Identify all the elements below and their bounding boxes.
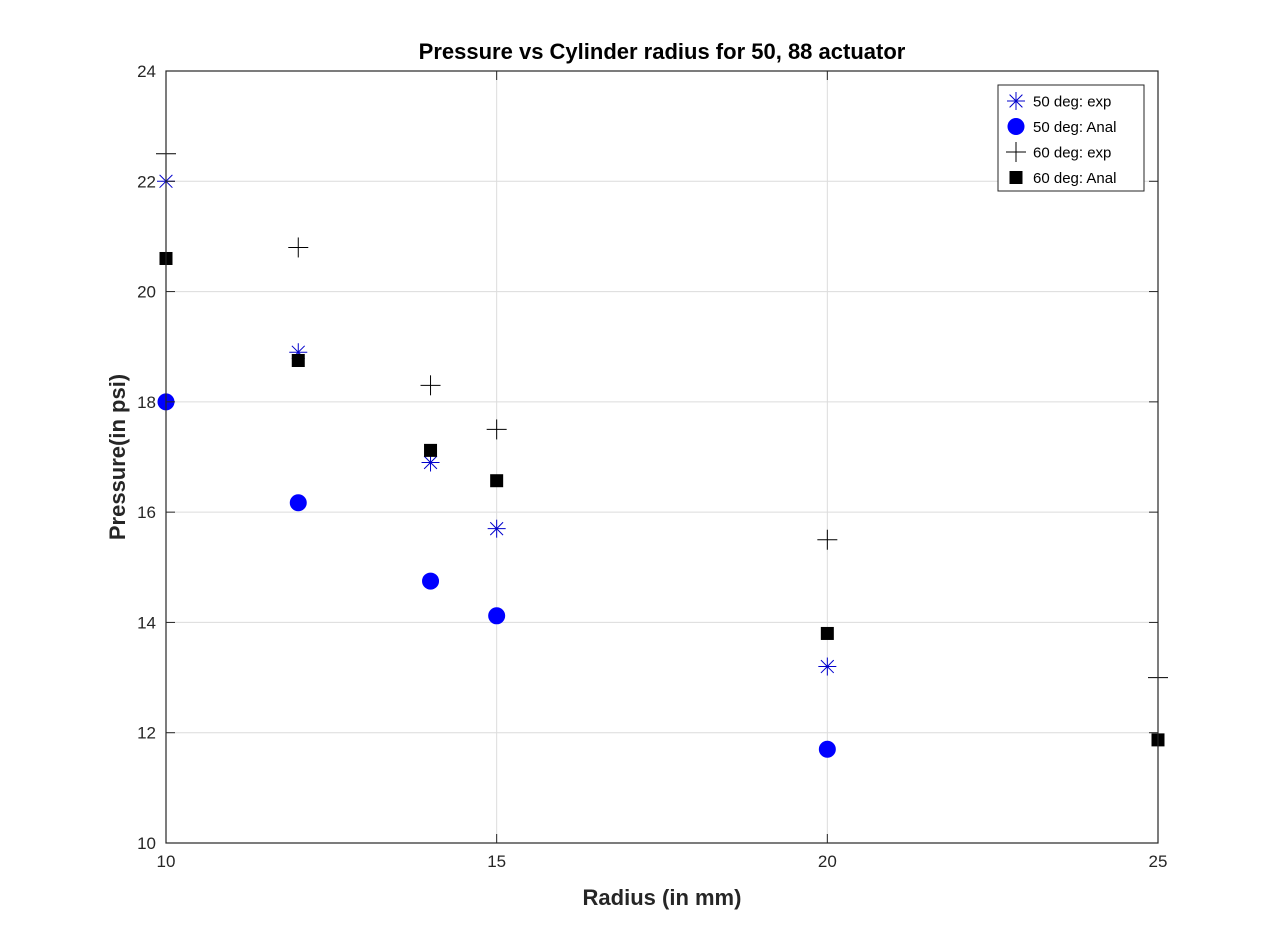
legend-marker-4 bbox=[1010, 171, 1023, 184]
point-series-1 bbox=[488, 520, 506, 538]
legend: 50 deg: exp 50 deg: Anal 60 deg: exp 60 deg… bbox=[998, 85, 1144, 191]
legend-label-2: 50 deg: Anal bbox=[1033, 119, 1116, 136]
x-axis-label: Radius (in mm) bbox=[583, 885, 742, 910]
point-series-4 bbox=[292, 354, 305, 367]
point-series-1 bbox=[818, 658, 836, 676]
point-series-4 bbox=[821, 627, 834, 640]
point-series-2 bbox=[423, 573, 439, 589]
x-tick-label: 15 bbox=[487, 852, 506, 871]
y-tick-label: 12 bbox=[137, 724, 156, 743]
legend-label-3: 60 deg: exp bbox=[1033, 145, 1111, 162]
chart-title: Pressure vs Cylinder radius for 50, 88 a… bbox=[419, 39, 906, 64]
x-tick-label: 25 bbox=[1149, 852, 1168, 871]
point-series-2 bbox=[489, 608, 505, 624]
y-tick-label: 16 bbox=[137, 503, 156, 522]
legend-marker-1 bbox=[1007, 92, 1025, 110]
legend-label-4: 60 deg: Anal bbox=[1033, 170, 1116, 187]
y-tick-label: 24 bbox=[137, 62, 156, 81]
x-tick-label: 10 bbox=[157, 852, 176, 871]
point-series-2 bbox=[819, 741, 835, 757]
y-tick-label: 10 bbox=[137, 834, 156, 853]
y-tick-label: 14 bbox=[137, 613, 156, 632]
legend-marker-2 bbox=[1008, 119, 1024, 135]
point-series-4 bbox=[490, 474, 503, 487]
point-series-2 bbox=[290, 495, 306, 511]
x-tick-label: 20 bbox=[818, 852, 837, 871]
point-series-4 bbox=[424, 444, 437, 457]
legend-label-1: 50 deg: exp bbox=[1033, 94, 1111, 111]
y-axis-label: Pressure(in psi) bbox=[105, 374, 130, 540]
y-tick-label: 22 bbox=[137, 172, 156, 191]
y-tick-label: 18 bbox=[137, 393, 156, 412]
y-tick-label: 20 bbox=[137, 283, 156, 302]
